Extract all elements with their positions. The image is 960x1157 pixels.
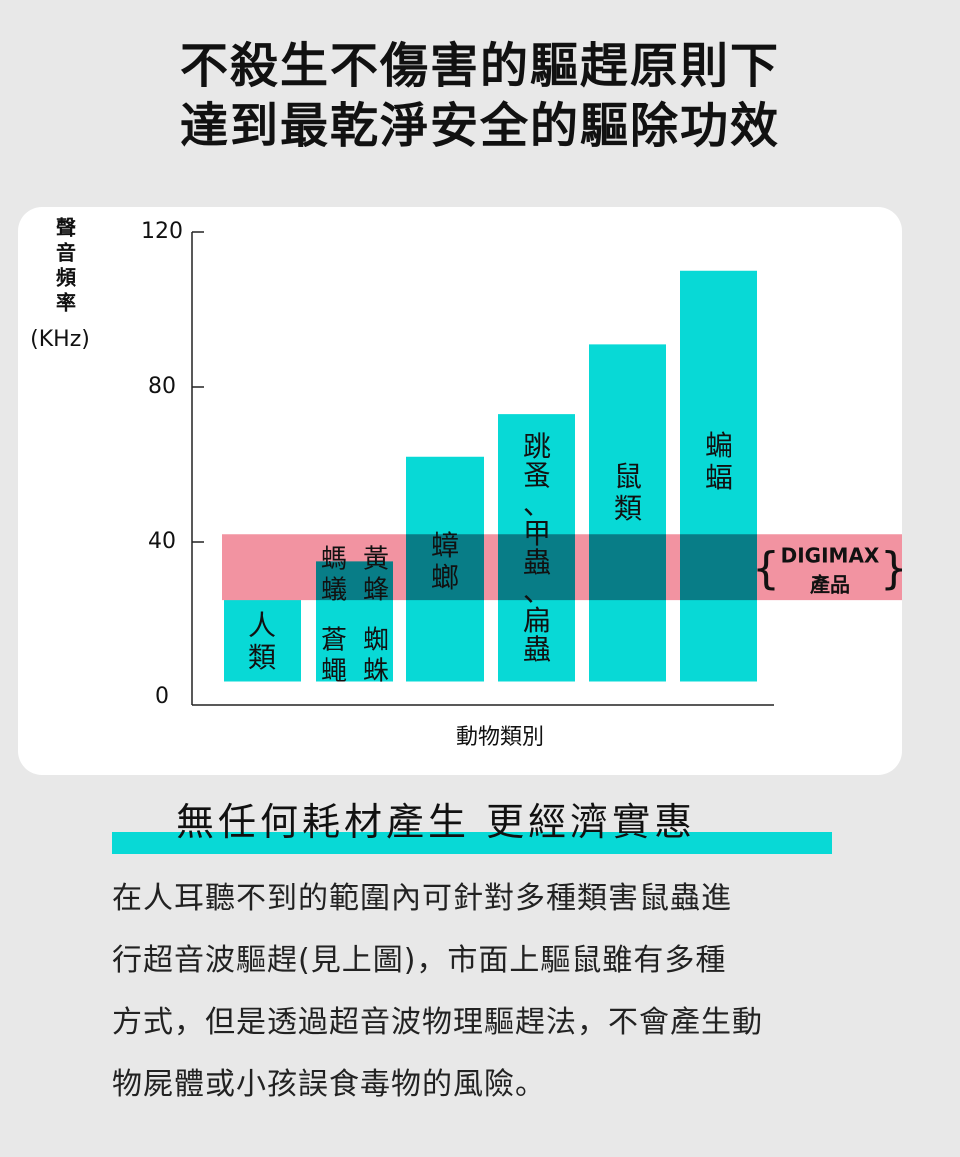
bar-label-rodents: 鼠	[614, 460, 642, 493]
bar-label-fleas-beetles-flatworms: 跳	[523, 430, 551, 463]
bar-label-fleas-beetles-flatworms: 蟲	[523, 633, 551, 666]
bar-label-flies: 蒼	[321, 626, 347, 656]
bar-label-wasps: 黃	[363, 545, 389, 575]
frequency-chart: 聲音頻率(KHz)04080120動物類別人類蒼蠅蜘蛛螞蟻黃蜂蟑螂跳蚤、甲蟲、扁…	[30, 216, 902, 750]
bar-label-spiders: 蛛	[363, 657, 389, 687]
bar-label-cockroaches: 螂	[431, 561, 459, 594]
y-tick-label: 40	[148, 529, 176, 554]
title-line-2: 達到最乾淨安全的驅除功效	[179, 98, 780, 154]
bar-label-flies: 蠅	[321, 657, 347, 687]
bar-label-rodents: 類	[614, 492, 642, 525]
body-line-3: 方式，但是透過超音波物理驅趕法，不會產生動	[112, 1005, 763, 1040]
bar-label-fleas-beetles-flatworms: 甲	[523, 517, 551, 550]
bar-label-humans: 人	[248, 609, 276, 642]
bar	[589, 344, 666, 682]
y-axis-label-unit: (KHz)	[30, 327, 90, 352]
bar-label-fleas-beetles-flatworms: 蚤	[523, 459, 551, 492]
y-axis-label-char: 頻	[56, 266, 76, 290]
y-axis-label-char: 聲	[56, 216, 76, 240]
body-paragraph: 在人耳聽不到的範圍內可針對多種類害鼠蟲進 行超音波驅趕(見上圖)，市面上驅鼠雖有…	[112, 868, 852, 1116]
bar-label-wasps: 蜂	[363, 576, 389, 606]
x-axis-label: 動物類別	[456, 725, 544, 750]
digimax-band	[222, 534, 902, 601]
brace-left-icon: {	[752, 543, 780, 594]
chart-card: 聲音頻率 (KHz) 0 40 80 120 動物類別人類蒼蠅蜘蛛螞蟻黃蜂蟑螂跳蚤、甲蟲、扁…	[18, 207, 902, 775]
bar-label-humans: 類	[248, 641, 276, 674]
bar-label-cockroaches: 蟑	[431, 529, 459, 562]
bar-label-fleas-beetles-flatworms: 、	[523, 488, 551, 521]
brace-right-icon: }	[880, 543, 902, 594]
body-line-2: 行超音波驅趕(見上圖)，市面上驅鼠雖有多種	[112, 943, 727, 978]
bar-label-ants: 蟻	[321, 576, 347, 606]
y-tick-label: 80	[148, 374, 176, 399]
bar	[224, 600, 301, 682]
sub-heading-underline	[112, 832, 832, 854]
y-tick-label: 120	[141, 219, 183, 244]
title-line-1: 不殺生不傷害的驅趕原則下	[179, 38, 780, 94]
y-axis-label-char: 音	[56, 241, 76, 265]
body-line-4: 物屍體或小孩誤食毒物的風險。	[112, 1067, 546, 1102]
bar-label-bats: 蝙	[705, 429, 733, 462]
y-axis-label-char: 率	[56, 291, 76, 315]
bar-label-spiders: 蜘	[363, 626, 389, 656]
bar-label-bats: 蝠	[705, 461, 733, 494]
band-label-product: 產品	[810, 573, 850, 597]
band-label-brand: DIGIMAX	[781, 544, 880, 568]
bar-label-fleas-beetles-flatworms: 、	[523, 575, 551, 608]
bar	[680, 270, 757, 682]
page-title: 不殺生不傷害的驅趕原則下 達到最乾淨安全的驅除功效	[0, 36, 960, 156]
bar-label-fleas-beetles-flatworms: 扁	[523, 604, 551, 637]
sub-heading-text: 無任何耗材產生 更經濟實惠	[176, 800, 697, 844]
bar-label-fleas-beetles-flatworms: 蟲	[523, 546, 551, 579]
body-line-1: 在人耳聽不到的範圍內可針對多種類害鼠蟲進	[112, 881, 732, 916]
bar-label-ants: 螞	[321, 545, 347, 575]
y-tick-label: 0	[155, 684, 169, 709]
